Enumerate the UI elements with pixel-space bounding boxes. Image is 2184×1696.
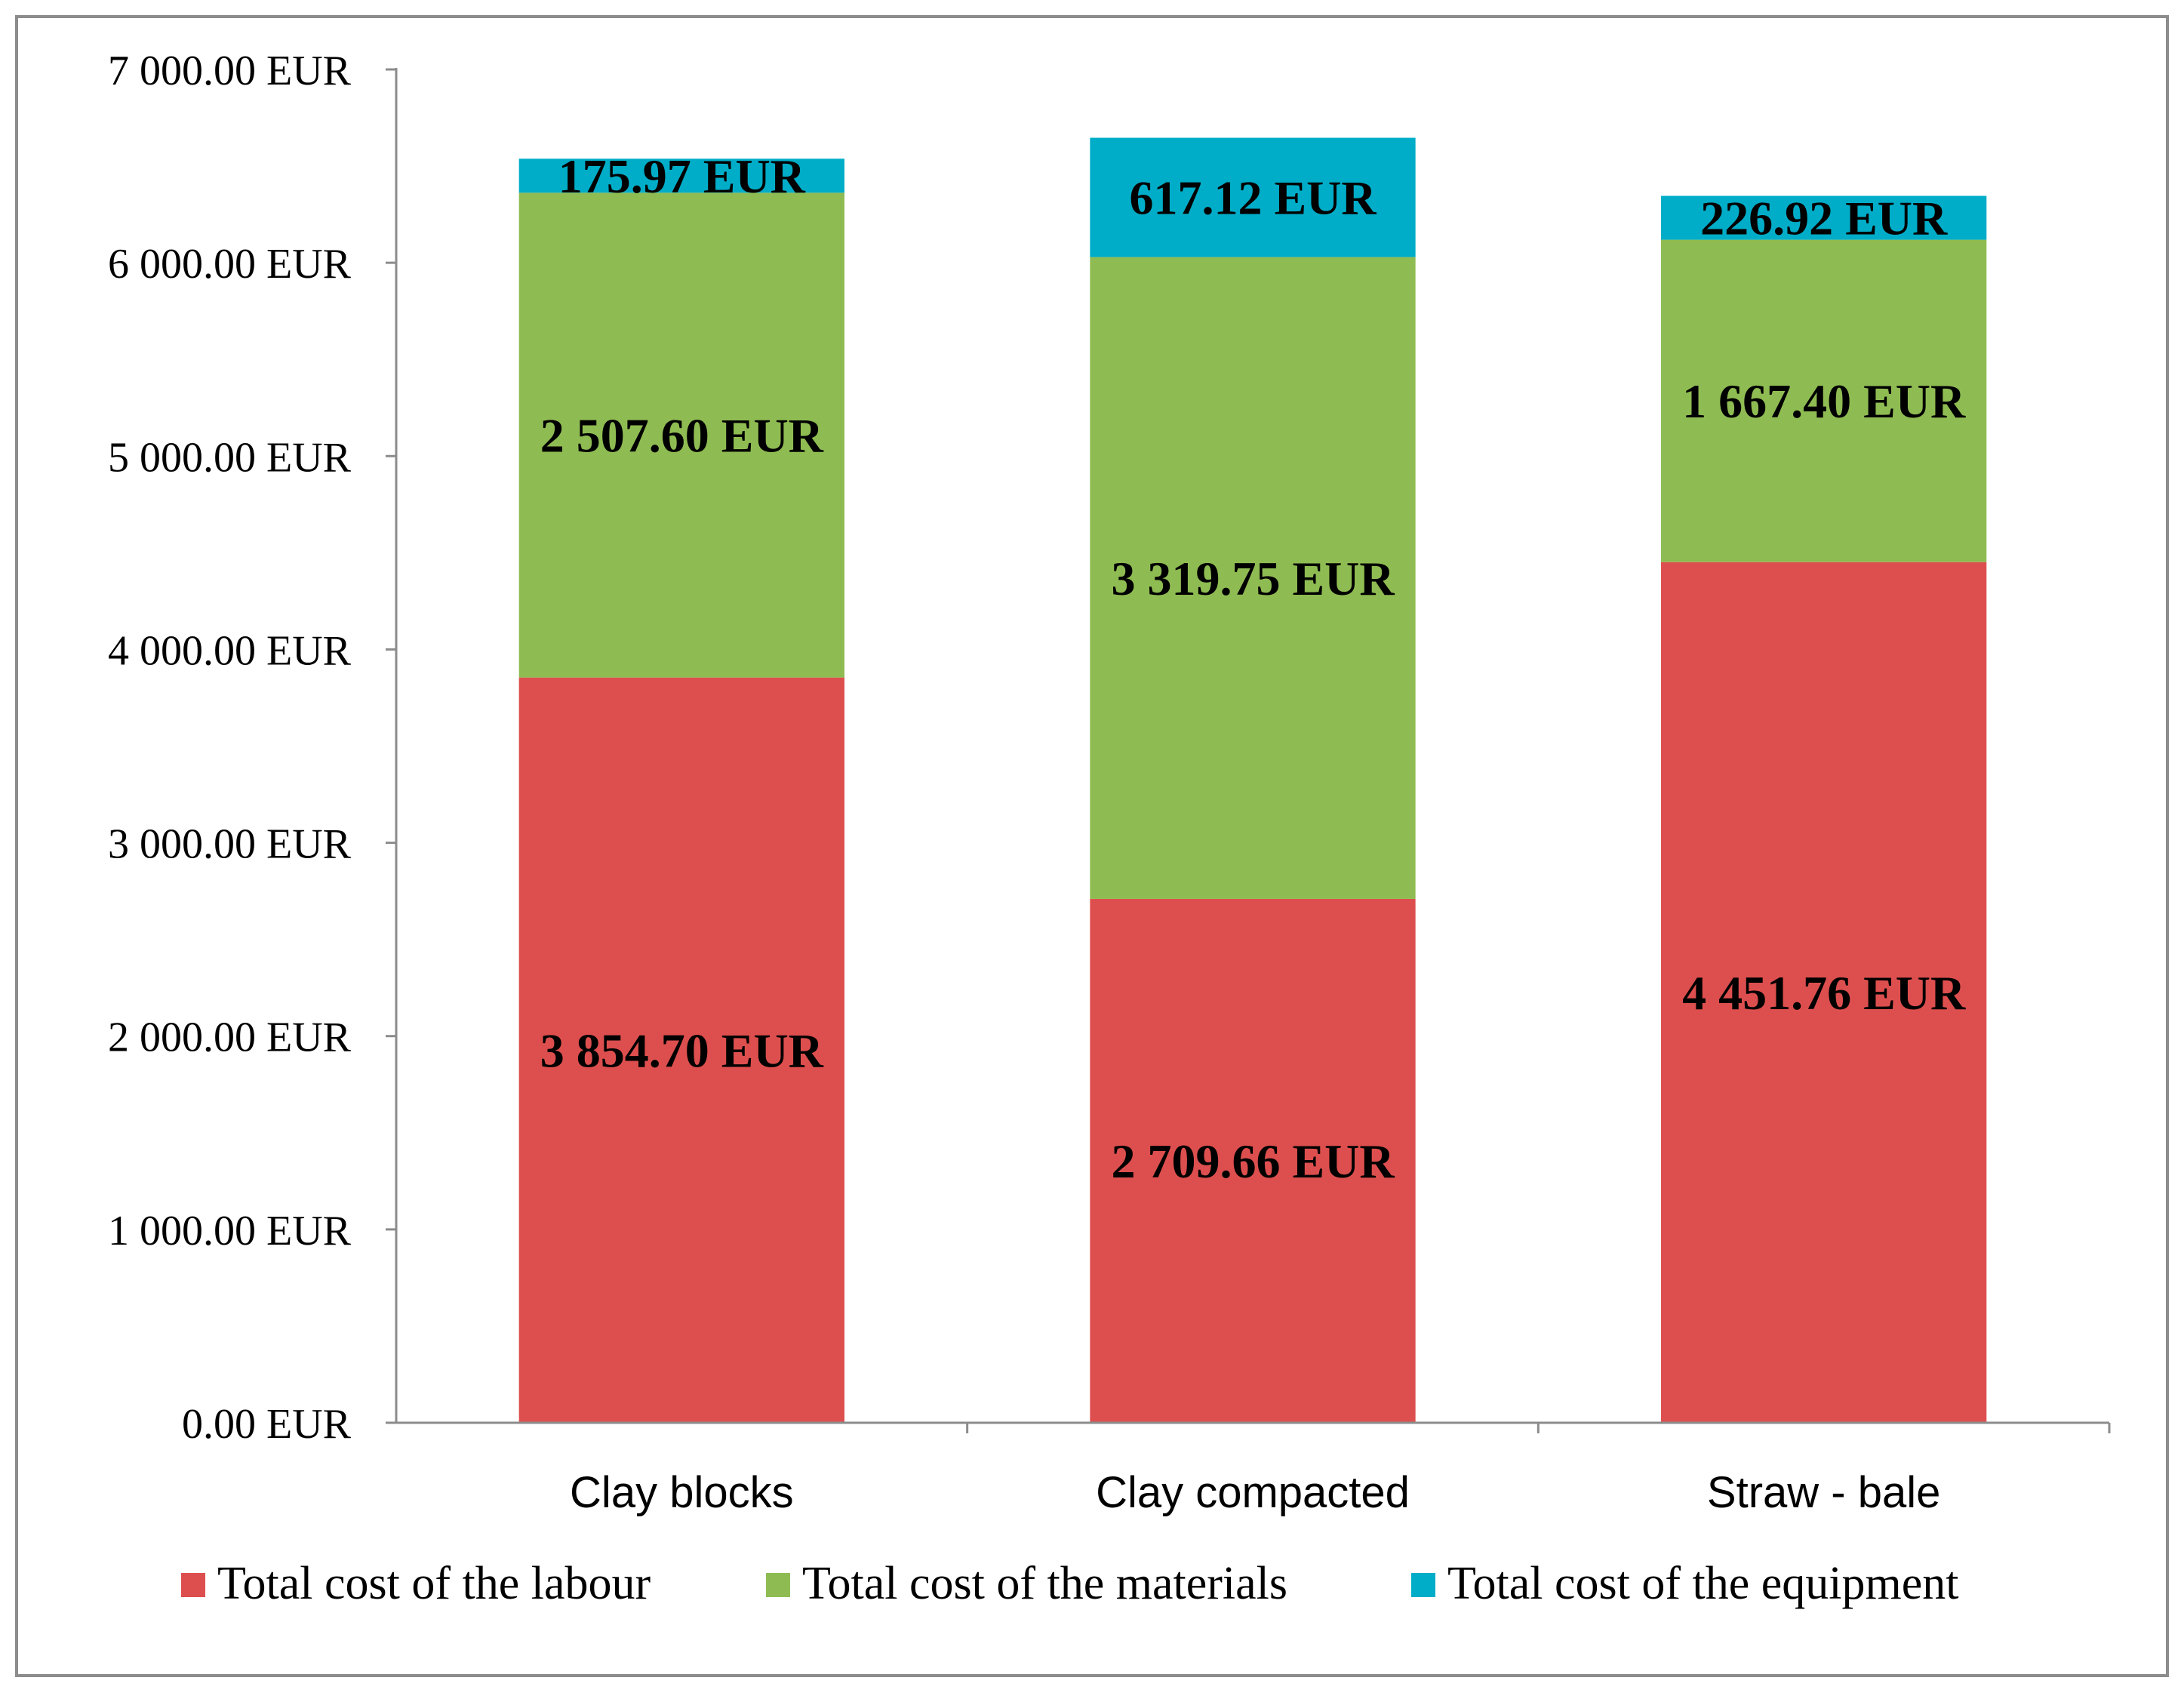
bar-segment <box>1090 898 1416 1423</box>
legend-label: Total cost of the labour <box>217 1558 651 1609</box>
data-label: 2 507.60 EUR <box>540 408 824 462</box>
legend-swatch <box>1411 1573 1435 1597</box>
data-label: 175.97 EUR <box>558 149 806 203</box>
bar-segment <box>1090 137 1416 257</box>
y-tick-label: 1 000.00 EUR <box>108 1208 352 1254</box>
y-tick-label: 7 000.00 EUR <box>108 48 352 94</box>
bar-segment <box>1661 195 1987 240</box>
y-tick-label: 5 000.00 EUR <box>108 434 352 481</box>
x-tick-label: Straw - bale <box>1707 1468 1940 1517</box>
data-label: 617.12 EUR <box>1129 171 1377 225</box>
data-label: 3 319.75 EUR <box>1111 552 1395 605</box>
legend-item: Total cost of the equipment <box>1411 1558 1959 1609</box>
legend-label: Total cost of the materials <box>802 1558 1287 1609</box>
data-label: 1 667.40 EUR <box>1682 374 1966 428</box>
bar-segment <box>1661 562 1987 1423</box>
legend-swatch <box>766 1573 790 1597</box>
bar-segment <box>518 677 844 1423</box>
y-axis-ticks: 0.00 EUR 1 000.00 EUR 2 000.00 EUR 3 000.00… <box>108 48 396 1448</box>
y-tick-label: 3 000.00 EUR <box>108 821 352 868</box>
data-label: 3 854.70 EUR <box>540 1023 824 1077</box>
bar-segment <box>1090 257 1416 899</box>
segment-labels: 3 854.70 EUR 2 507.60 EUR 175.97 EUR 2 709.… <box>540 149 1966 1188</box>
legend-label: Total cost of the equipment <box>1447 1558 1959 1609</box>
legend-swatch <box>181 1573 205 1597</box>
bars-layer <box>518 137 1987 1423</box>
legend: Total cost of the labour Total cost of th… <box>181 1558 1959 1609</box>
y-tick-label: 6 000.00 EUR <box>108 241 352 288</box>
y-tick-label: 2 000.00 EUR <box>108 1014 352 1061</box>
bar-segment <box>518 159 844 193</box>
data-label: 226.92 EUR <box>1700 192 1948 245</box>
legend-item: Total cost of the labour <box>181 1558 651 1609</box>
legend-item: Total cost of the materials <box>766 1558 1287 1609</box>
x-axis-labels: Clay blocks Clay compacted Straw - bale <box>570 1423 2111 1517</box>
data-label: 2 709.66 EUR <box>1111 1134 1395 1188</box>
y-tick-label: 4 000.00 EUR <box>108 627 352 674</box>
x-tick-label: Clay compacted <box>1096 1468 1410 1517</box>
x-tick-label: Clay blocks <box>570 1468 794 1517</box>
bar-segment <box>518 192 844 678</box>
bar-segment <box>1661 239 1987 562</box>
y-tick-label: 0.00 EUR <box>182 1401 352 1448</box>
data-label: 4 451.76 EUR <box>1682 966 1966 1020</box>
